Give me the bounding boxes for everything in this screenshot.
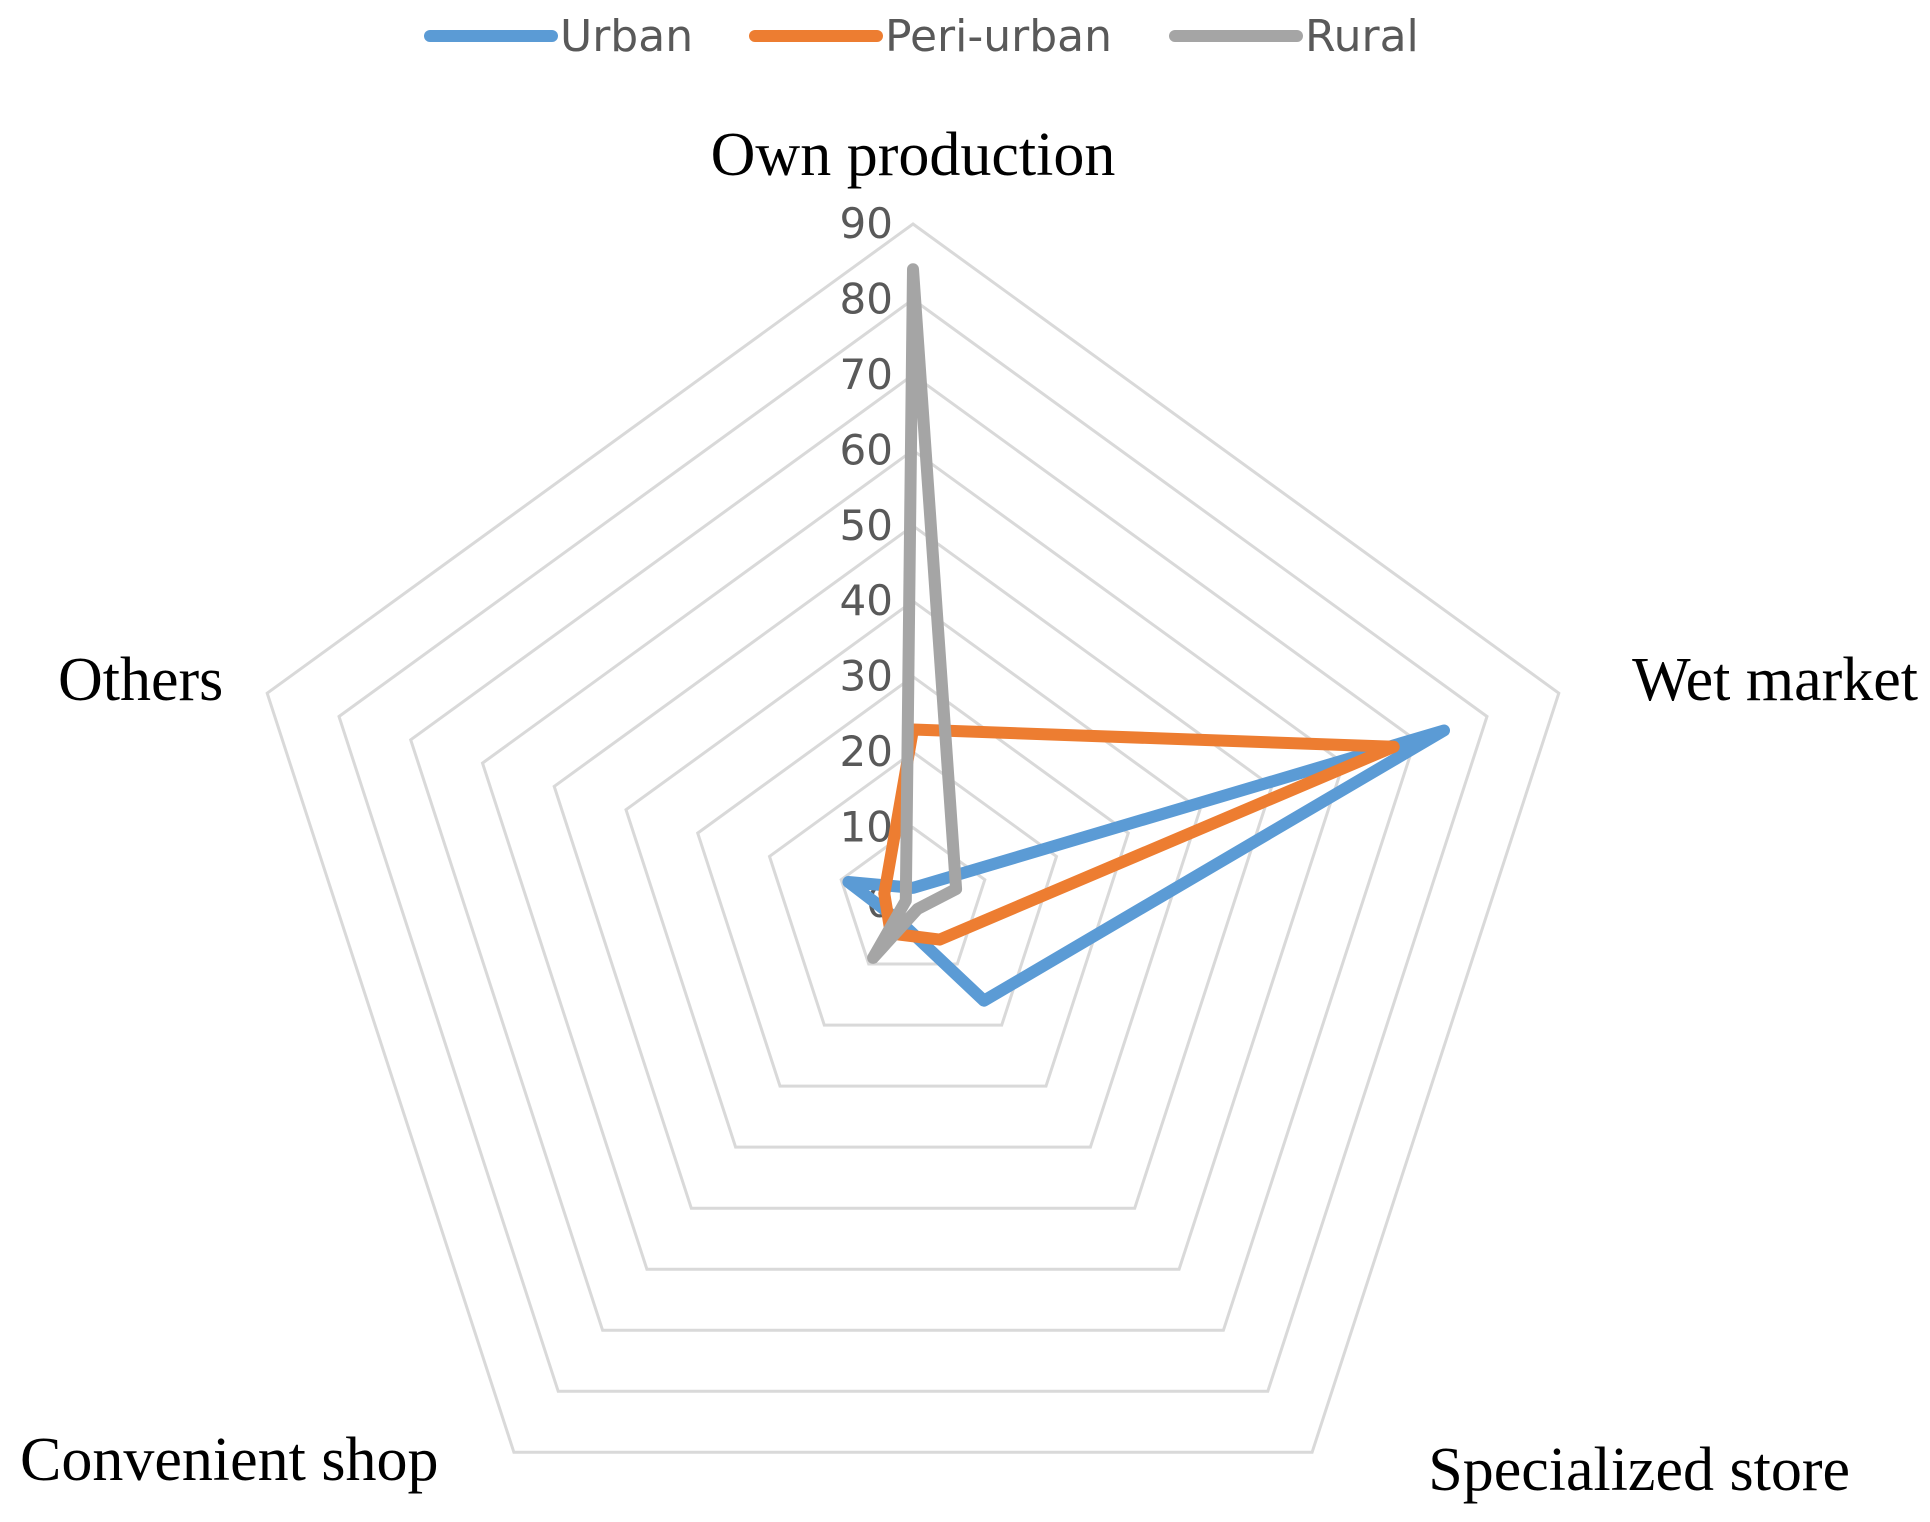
- tick-label: 90: [840, 199, 893, 248]
- category-labels: Own production Wet market Specialized stor…: [20, 121, 1918, 1504]
- legend-label-urban: Urban: [560, 11, 693, 62]
- grid-ring-90: [265, 222, 1561, 1454]
- legend-label-rural: Rural: [1305, 11, 1419, 62]
- tick-label: 70: [840, 350, 893, 399]
- legend: Urban Peri-urban Rural: [424, 11, 1419, 62]
- grid-ring-70: [408, 373, 1418, 1332]
- tick-label: 40: [840, 576, 893, 625]
- grid-ring-20: [767, 750, 1059, 1027]
- category-label: Wet market: [1632, 646, 1918, 714]
- grid-ring-40: [624, 599, 1202, 1149]
- legend-label-peri-urban: Peri-urban: [885, 11, 1112, 62]
- tick-label: 50: [840, 501, 893, 550]
- series-line-rural: [867, 263, 963, 964]
- grid-rings: [265, 222, 1561, 1454]
- category-label: Own production: [711, 121, 1116, 189]
- series-lines: [842, 263, 1450, 1007]
- tick-label: 10: [840, 803, 893, 852]
- grid-ring-30: [695, 674, 1131, 1088]
- tick-label: 20: [840, 727, 893, 776]
- category-label: Convenient shop: [20, 1426, 438, 1494]
- category-label: Specialized store: [1428, 1436, 1850, 1504]
- grid-ring-60: [480, 448, 1346, 1271]
- series-line-peri-urban: [878, 723, 1400, 946]
- tick-label: 80: [840, 274, 893, 323]
- grid-ring-80: [337, 297, 1489, 1393]
- tick-label: 60: [840, 425, 893, 474]
- tick-label: 30: [840, 652, 893, 701]
- category-label: Others: [58, 646, 223, 714]
